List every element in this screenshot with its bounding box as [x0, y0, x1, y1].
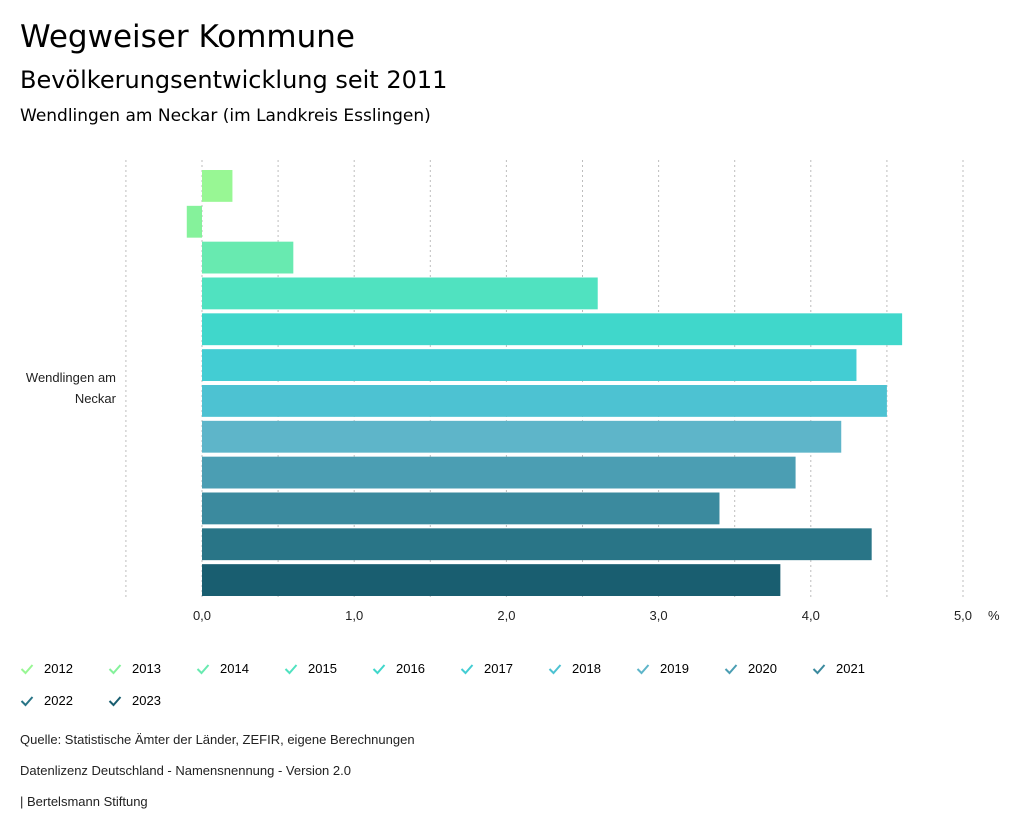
legend-item-2016[interactable]: 2016 [372, 658, 460, 690]
legend-label: 2017 [484, 661, 513, 676]
check-icon [108, 664, 122, 675]
legend-item-2017[interactable]: 2017 [460, 658, 548, 690]
x-tick-label: 0,0 [193, 608, 211, 623]
category-label: Wendlingen am [26, 370, 116, 385]
legend-item-2013[interactable]: 2013 [108, 658, 196, 690]
chart-subtitle: Bevölkerungsentwicklung seit 2011 [20, 66, 448, 94]
legend-label: 2018 [572, 661, 601, 676]
check-icon [812, 664, 826, 675]
check-icon [284, 664, 298, 675]
source-note: Quelle: Statistische Ämter der Länder, Z… [20, 732, 415, 747]
x-tick-label: 3,0 [650, 608, 668, 623]
legend-label: 2012 [44, 661, 73, 676]
legend-item-2015[interactable]: 2015 [284, 658, 372, 690]
legend-label: 2023 [132, 693, 161, 708]
legend-label: 2015 [308, 661, 337, 676]
bar-2012[interactable] [202, 170, 233, 202]
x-tick-label: 1,0 [345, 608, 363, 623]
legend-label: 2016 [396, 661, 425, 676]
x-tick-label: 4,0 [802, 608, 820, 623]
bar-2020[interactable] [202, 456, 796, 489]
region-label: Wendlingen am Neckar (im Landkreis Essli… [20, 106, 431, 126]
chart-title: Wegweiser Kommune [20, 19, 355, 55]
legend-label: 2022 [44, 693, 73, 708]
legend-item-2023[interactable]: 2023 [108, 690, 196, 722]
check-icon [20, 696, 34, 707]
legend-item-2020[interactable]: 2020 [724, 658, 812, 690]
license-note: Datenlizenz Deutschland - Namensnennung … [20, 763, 351, 778]
check-icon [548, 664, 562, 675]
legend-item-2018[interactable]: 2018 [548, 658, 636, 690]
legend: 2012 2013 2014 2015 2016 2017 2018 2019 2020 2021… [20, 658, 920, 722]
legend-label: 2020 [748, 661, 777, 676]
check-icon [724, 664, 738, 675]
bar-2014[interactable] [202, 241, 294, 274]
check-icon [460, 664, 474, 675]
legend-item-2022[interactable]: 2022 [20, 690, 108, 722]
legend-label: 2014 [220, 661, 249, 676]
legend-item-2014[interactable]: 2014 [196, 658, 284, 690]
bar-chart: 0,0 1,0 2,0 3,0 4,0 5,0 % Wendlingen am Neckar [26, 160, 1000, 623]
check-icon [636, 664, 650, 675]
category-label: Neckar [75, 391, 117, 406]
legend-item-2021[interactable]: 2021 [812, 658, 900, 690]
bar-2015[interactable] [202, 277, 598, 310]
bar-2021[interactable] [202, 492, 720, 525]
bar-2019[interactable] [202, 420, 842, 453]
bar-2023[interactable] [202, 564, 781, 596]
x-tick-label: 5,0 [954, 608, 972, 623]
legend-item-2012[interactable]: 2012 [20, 658, 108, 690]
legend-label: 2013 [132, 661, 161, 676]
check-icon [20, 664, 34, 675]
legend-label: 2021 [836, 661, 865, 676]
bar-2017[interactable] [202, 349, 857, 381]
bar-2022[interactable] [202, 528, 872, 561]
credit-note: | Bertelsmann Stiftung [20, 794, 148, 809]
bar-2013[interactable] [186, 205, 202, 238]
x-unit-label: % [988, 608, 1000, 623]
legend-label: 2019 [660, 661, 689, 676]
bar-2016[interactable] [202, 313, 903, 346]
check-icon [108, 696, 122, 707]
check-icon [372, 664, 386, 675]
check-icon [196, 664, 210, 675]
legend-item-2019[interactable]: 2019 [636, 658, 724, 690]
x-tick-label: 2,0 [497, 608, 515, 623]
bar-2018[interactable] [202, 385, 887, 417]
